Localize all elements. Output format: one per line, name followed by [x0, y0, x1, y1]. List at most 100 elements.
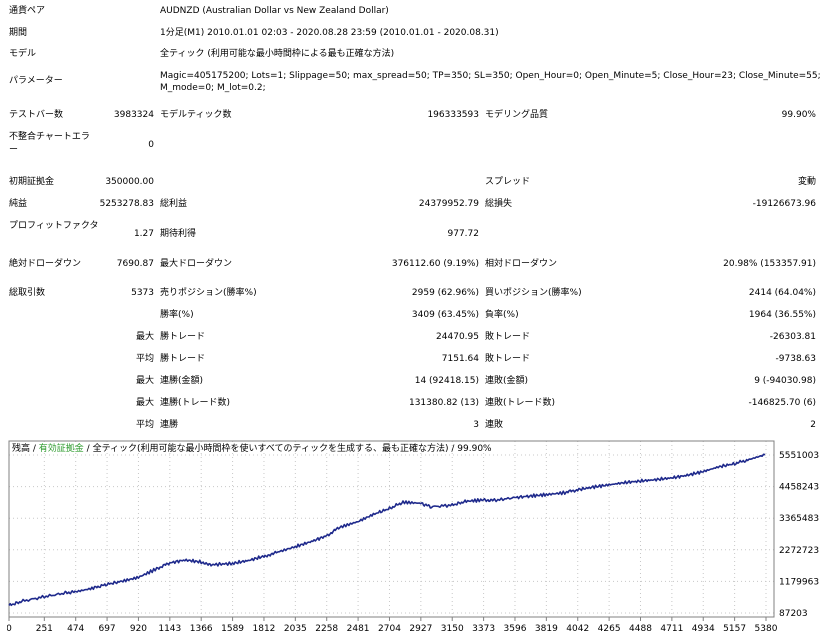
- symbol-value: AUDNZD (Australian Dollar vs New Zealand…: [160, 6, 389, 16]
- x-tick-label: 4711: [660, 624, 683, 634]
- net-profit-value: 5253278.83: [99, 199, 154, 209]
- max-cons-wins-trades-label: 連勝(トレード数): [160, 398, 231, 408]
- x-tick-label: 1589: [221, 624, 244, 634]
- x-tick-label: 2481: [347, 624, 370, 634]
- x-tick-label: 474: [67, 624, 84, 634]
- short-positions-label: 売りポジション(勝率%): [160, 288, 257, 298]
- symbol-label: 通貨ペア: [9, 6, 46, 16]
- largest-loss-label: 敗トレード: [485, 332, 531, 342]
- avg-cons-wins-value: 3: [473, 420, 479, 430]
- x-tick-label: 251: [36, 624, 53, 634]
- gross-loss-value: -19126673.96: [752, 199, 816, 209]
- max-cons-losses-trades-value: -146825.70 (6): [748, 398, 816, 408]
- max-cons-trades-prefix: 最大: [135, 398, 154, 408]
- x-tick-label: 3150: [441, 624, 464, 634]
- x-tick-label: 3819: [535, 624, 558, 634]
- deposit-value: 350000.00: [105, 177, 154, 187]
- relative-drawdown-label: 相対ドローダウン: [485, 259, 558, 269]
- absolute-drawdown-value: 7690.87: [116, 259, 154, 269]
- period-label: 期間: [9, 28, 28, 38]
- gross-profit-label: 総利益: [160, 199, 188, 209]
- expected-payoff-value: 977.72: [447, 229, 480, 239]
- x-tick-label: 2927: [409, 624, 432, 634]
- x-tick-label: 5380: [755, 624, 778, 634]
- mismatch-value: 0: [148, 140, 154, 150]
- legend-equity: 有効証拠金: [39, 442, 84, 454]
- largest-win-value: 24470.95: [436, 332, 479, 342]
- x-tick-label: 4265: [598, 624, 621, 634]
- total-trades-value: 5373: [131, 288, 154, 298]
- x-tick-label: 0: [7, 624, 12, 634]
- quality-label: モデリング品質: [485, 110, 549, 120]
- bars-label: テストバー数: [9, 110, 64, 120]
- balance-chart: 5551003 4458243 3365483 2272723 1179963 87203…: [6, 438, 823, 640]
- x-tick-label: 4042: [566, 624, 589, 634]
- expected-payoff-label: 期待利得: [160, 229, 197, 239]
- avg-cons-losses-label: 連敗: [485, 420, 504, 430]
- max-cons-losses-trades-label: 連敗(トレード数): [485, 398, 556, 408]
- y-tick-label: 5551003: [779, 451, 819, 461]
- legend-sep-1: /: [30, 444, 39, 454]
- x-tick-label: 3373: [472, 624, 495, 634]
- long-positions-value: 2414 (64.04%): [748, 288, 816, 298]
- average-prefix: 平均: [135, 354, 154, 364]
- x-tick-label: 1143: [158, 624, 181, 634]
- relative-drawdown-value: 20.98% (153357.91): [723, 259, 816, 269]
- balance-line: [8, 453, 766, 607]
- loss-rate-label: 負率(%): [485, 310, 519, 320]
- legend-quality: / 99.90%: [449, 444, 493, 454]
- y-tick-label: 2272723: [779, 546, 819, 556]
- avg-cons-wins-label: 連勝: [160, 420, 179, 430]
- profit-factor-label: プロフィットファクタ: [9, 221, 99, 231]
- max-cons-losses-money-label: 連敗(金額): [485, 376, 529, 386]
- chart-background: [7, 438, 823, 640]
- total-trades-label: 総取引数: [9, 288, 46, 298]
- net-profit-label: 純益: [9, 199, 28, 209]
- legend-model: 全ティック(利用可能な最小時間枠を使いすべてのティックを生成する、最も正確な方法…: [93, 442, 449, 454]
- average-loss-label: 敗トレード: [485, 354, 531, 364]
- chart-lines: [8, 453, 766, 607]
- gross-loss-label: 総損失: [485, 199, 513, 209]
- largest-prefix: 最大: [135, 332, 154, 342]
- x-tick-label: 920: [130, 624, 147, 634]
- average-win-label: 勝トレード: [160, 354, 206, 364]
- params-line-1: Magic=405175200; Lots=1; Slippage=50; ma…: [160, 71, 821, 81]
- x-tick-label: 3596: [504, 624, 527, 634]
- largest-win-label: 勝トレード: [160, 332, 206, 342]
- maximal-drawdown-value: 376112.60 (9.19%): [391, 259, 479, 269]
- avg-cons-prefix: 平均: [135, 420, 154, 430]
- bars-value: 3983324: [113, 110, 154, 120]
- y-tick-label: 3365483: [779, 514, 819, 524]
- max-cons-money-prefix: 最大: [135, 376, 154, 386]
- plot-frame: [8, 440, 775, 618]
- average-loss-value: -9738.63: [775, 354, 816, 364]
- short-positions-value: 2959 (62.96%): [411, 288, 479, 298]
- params-line-2: M_mode=0; M_lot=0.2;: [160, 83, 266, 93]
- x-tick-label: 4488: [629, 624, 652, 634]
- y-axis-labels: 5551003 4458243 3365483 2272723 1179963 87203: [779, 451, 819, 619]
- ticks-value: 196333593: [427, 110, 479, 120]
- avg-cons-losses-value: 2: [810, 420, 816, 430]
- legend-balance: 残高: [12, 442, 30, 454]
- max-cons-losses-money-value: 9 (-94030.98): [754, 376, 816, 386]
- x-tick-label: 2258: [315, 624, 338, 634]
- max-cons-wins-trades-value: 131380.82 (13): [408, 398, 479, 408]
- model-value: 全ティック (利用可能な最小時間枠による最も正確な方法): [160, 49, 395, 59]
- maximal-drawdown-label: 最大ドローダウン: [160, 259, 233, 269]
- x-tick-label: 1366: [190, 624, 213, 634]
- win-rate-label: 勝率(%): [160, 310, 194, 320]
- loss-rate-value: 1964 (36.55%): [748, 310, 816, 320]
- quality-value: 99.90%: [781, 110, 816, 120]
- spread-label: スプレッド: [485, 177, 531, 187]
- deposit-label: 初期証拠金: [9, 177, 55, 187]
- gross-profit-value: 24379952.79: [418, 199, 479, 209]
- mismatch-label: 不整合チャートエラー: [9, 132, 90, 155]
- long-positions-label: 買いポジション(勝率%): [485, 288, 582, 298]
- ticks-label: モデルティック数: [160, 110, 232, 120]
- average-win-value: 7151.64: [441, 354, 479, 364]
- chart-legend: 残高 / 有効証拠金 / 全ティック(利用可能な最小時間枠を使いすべてのティック…: [12, 442, 492, 454]
- x-tick-label: 2704: [378, 624, 401, 634]
- x-tick-label: 1812: [253, 624, 276, 634]
- largest-loss-value: -26303.81: [769, 332, 816, 342]
- chart-grid: [8, 441, 774, 617]
